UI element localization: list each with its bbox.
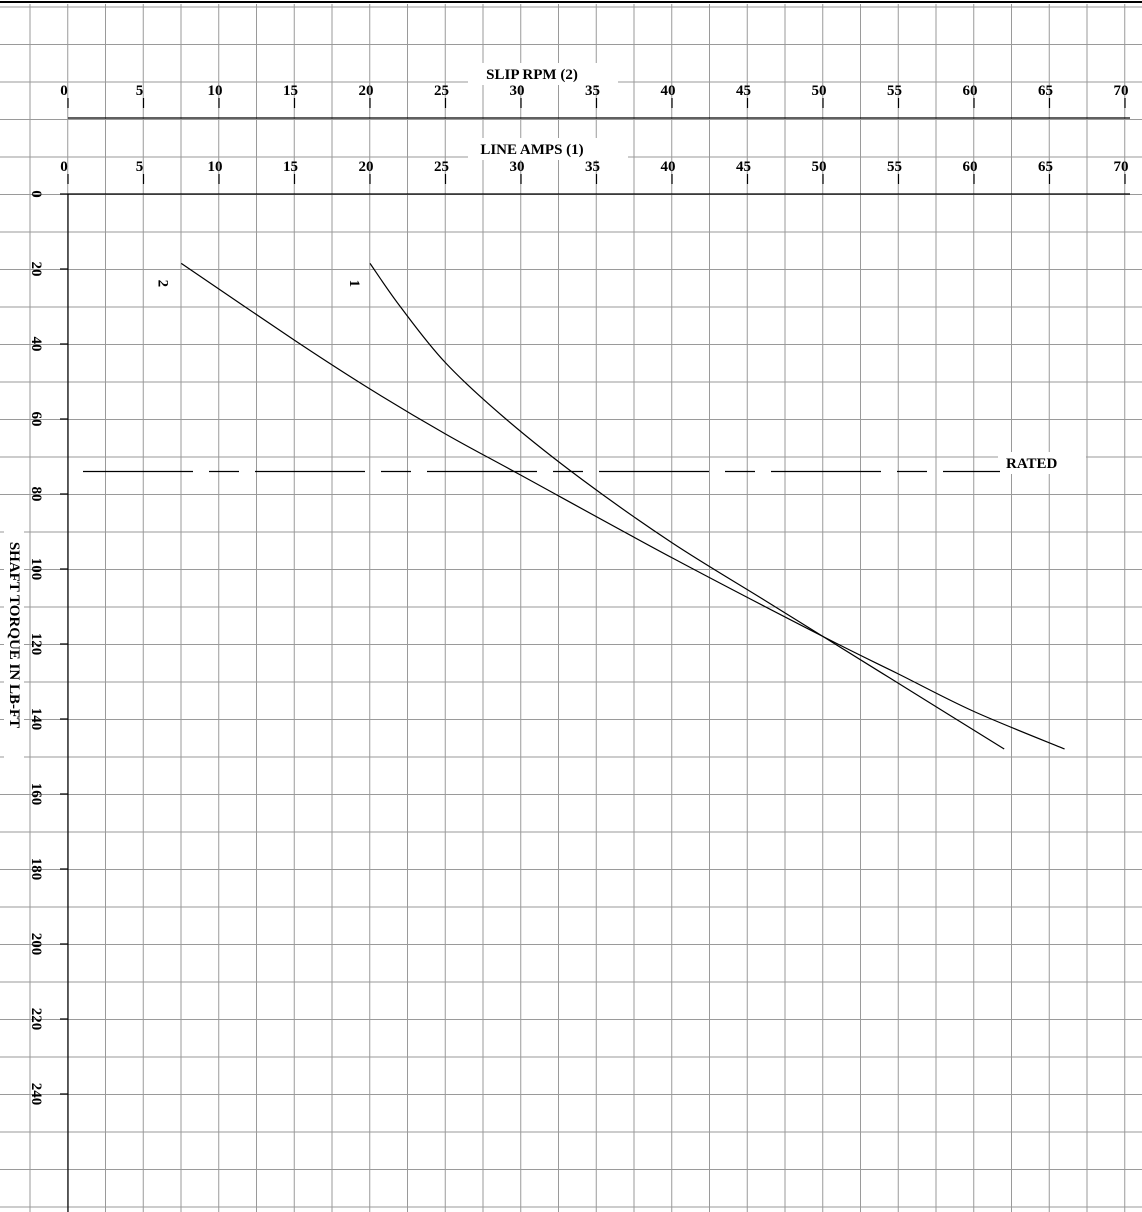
torque-tick-label: 160 [28, 783, 44, 806]
amps-tick-label: 20 [359, 159, 374, 175]
slip-label-bg [468, 63, 618, 85]
torque-tick-label: 0 [28, 190, 44, 198]
torque-tick-label: 200 [28, 933, 44, 956]
slip-tick-label: 70 [1114, 83, 1129, 99]
torque-tick-label: 20 [28, 262, 44, 277]
torque-tick-label: 120 [28, 633, 44, 656]
grid [0, 4, 1142, 1212]
amps-tick-label: 55 [887, 159, 902, 175]
rated-label-bg [998, 452, 1086, 474]
torque-tick-label: 100 [28, 558, 44, 581]
amps-tick-label: 50 [812, 159, 827, 175]
slip-axis-title: SLIP RPM (2) [486, 67, 578, 83]
amps-label-bg [468, 138, 628, 160]
torque-tick-label: 40 [28, 337, 44, 352]
amps-tick-label: 5 [136, 159, 144, 175]
slip-tick-label: 40 [661, 83, 676, 99]
amps-tick-label: 30 [510, 159, 525, 175]
tick-marks [60, 98, 1126, 1095]
series-1-line [369, 263, 1005, 750]
slip-tick-label: 5 [136, 83, 144, 99]
torque-tick-label: 240 [28, 1083, 44, 1106]
slip-tick-label: 0 [60, 83, 68, 99]
amps-axis-title: LINE AMPS (1) [480, 142, 583, 158]
amps-axis-ticks: 0 5 10 15 20 25 30 35 40 45 50 55 60 65 70 [60, 159, 1128, 175]
series-1-label: 1 [346, 280, 362, 288]
torque-axis-title: SHAFT TORQUE IN LB-FT [6, 542, 22, 728]
amps-tick-label: 15 [283, 159, 298, 175]
slip-tick-label: 10 [208, 83, 223, 99]
torque-tick-label: 220 [28, 1008, 44, 1031]
slip-tick-label: 20 [359, 83, 374, 99]
torque-tick-label: 60 [28, 412, 44, 427]
torque-axis-ticks: 0 20 40 60 80 100 120 140 160 180 200 220 240 [28, 190, 44, 1105]
amps-tick-label: 0 [60, 159, 68, 175]
torque-tick-label: 180 [28, 858, 44, 881]
slip-tick-label: 15 [283, 83, 298, 99]
amps-tick-label: 45 [736, 159, 751, 175]
rated-label: RATED [1006, 456, 1058, 472]
slip-tick-label: 50 [812, 83, 827, 99]
slip-tick-label: 60 [963, 83, 978, 99]
amps-tick-label: 10 [208, 159, 223, 175]
y-label-bg [4, 510, 24, 760]
slip-tick-label: 25 [434, 83, 449, 99]
amps-tick-label: 70 [1114, 159, 1129, 175]
torque-tick-label: 140 [28, 708, 44, 731]
amps-tick-label: 35 [585, 159, 600, 175]
amps-tick-label: 25 [434, 159, 449, 175]
series-2-line [180, 262, 1065, 750]
amps-tick-label: 40 [661, 159, 676, 175]
slip-tick-label: 30 [510, 83, 525, 99]
slip-tick-label: 65 [1038, 83, 1053, 99]
series-2-label: 2 [154, 280, 170, 288]
slip-axis-ticks: 0 5 10 15 20 25 30 35 40 45 50 55 60 65 70 [60, 83, 1128, 99]
torque-tick-label: 80 [28, 487, 44, 502]
slip-tick-label: 35 [585, 83, 600, 99]
slip-tick-label: 55 [887, 83, 902, 99]
amps-tick-label: 65 [1038, 159, 1053, 175]
slip-tick-label: 45 [736, 83, 751, 99]
amps-tick-label: 60 [963, 159, 978, 175]
